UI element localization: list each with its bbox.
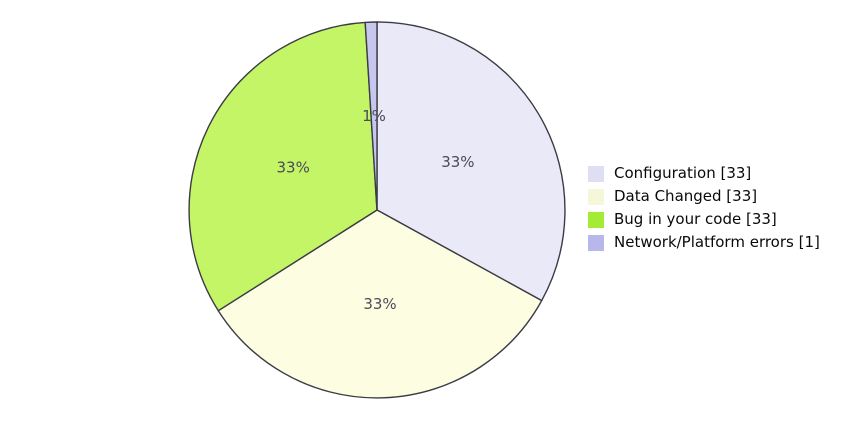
slice-percent-label: 33% xyxy=(277,158,310,176)
legend-item-bug-in-your-code: Bug in your code [33] xyxy=(588,208,820,231)
slice-percent-label: 1% xyxy=(362,107,386,125)
legend-swatch-data-changed xyxy=(588,188,604,205)
legend-swatch-bug-in-your-code xyxy=(588,211,604,228)
pie-slice-data-changed[interactable] xyxy=(217,209,543,399)
slice-percent-label: 33% xyxy=(363,295,396,313)
legend-swatch-configuration xyxy=(588,165,604,182)
pie-slice-configuration[interactable] xyxy=(376,21,566,302)
legend-swatch-network-platform-errors xyxy=(588,234,604,251)
legend-label-network-platform-errors: Network/Platform errors [1] xyxy=(614,233,820,251)
pie-slice-bug-in-your-code[interactable] xyxy=(188,21,378,312)
legend-label-configuration: Configuration [33] xyxy=(614,164,752,182)
legend-item-configuration: Configuration [33] xyxy=(588,162,820,185)
legend-item-network-platform-errors: Network/Platform errors [1] xyxy=(588,231,820,254)
legend-label-bug-in-your-code: Bug in your code [33] xyxy=(614,210,777,228)
legend-label-data-changed: Data Changed [33] xyxy=(614,187,758,205)
slice-percent-label: 33% xyxy=(441,153,474,171)
pie-slice-network-platform-errors[interactable] xyxy=(364,21,378,211)
legend-item-data-changed: Data Changed [33] xyxy=(588,185,820,208)
legend: Configuration [33] Data Changed [33] Bug… xyxy=(588,162,820,254)
